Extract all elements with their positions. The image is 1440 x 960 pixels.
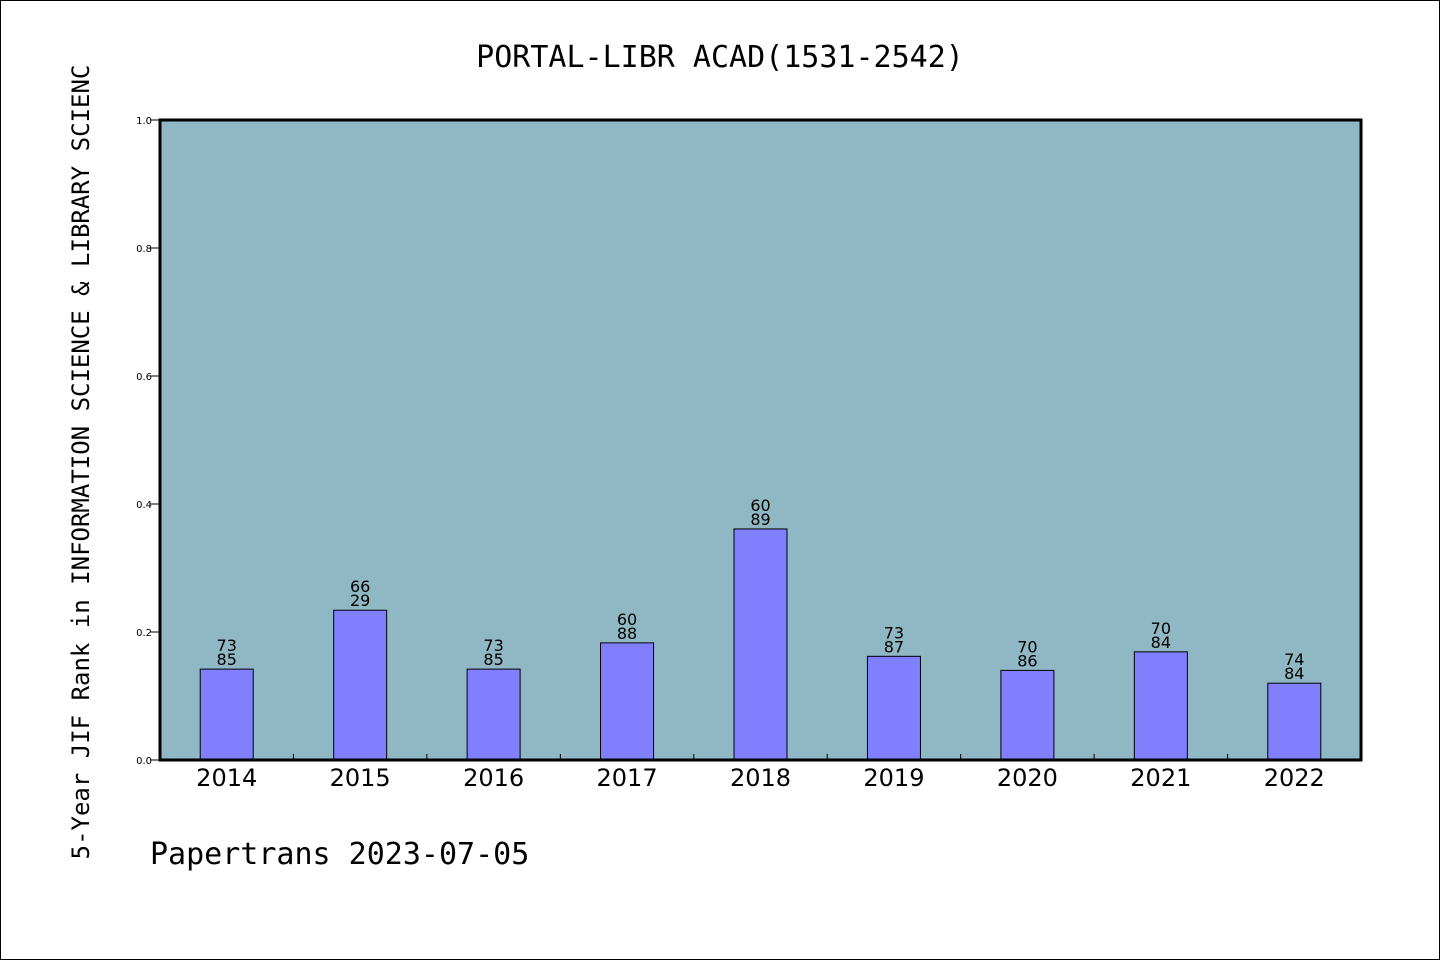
bar-label-top-2019: 73 [884,623,904,642]
bar-2016 [466,668,521,761]
x-axis-ticks: 2014 2015 2016 2017 2018 2019 2020 2021 2022 [196,754,1325,792]
bar-2014 [199,668,254,761]
x-tick-label-2021: 2021 [1130,764,1191,792]
x-tick-label-2016: 2016 [463,764,524,792]
y-tick-label: 0.8 [136,244,152,255]
x-tick-label-2017: 2017 [597,764,658,792]
bar-2021 [1133,651,1188,761]
bar-2020 [1000,669,1055,761]
bar-2019 [866,655,921,761]
chart-title: PORTAL-LIBR ACAD(1531-2542) [476,40,964,75]
bar-label-top-2018: 60 [750,496,770,515]
y-tick-label: 0.0 [136,756,152,767]
bar-label-top-2020: 70 [1017,637,1037,656]
y-tick-label: 0.4 [136,500,152,511]
bar-label-bottom-2016: 85 [483,650,503,669]
x-tick-label-2018: 2018 [730,764,791,792]
bar-label-top-2022: 74 [1284,650,1304,669]
bars-group [199,528,1322,761]
bar-label-top-2021: 70 [1151,619,1171,638]
bar-label-top-2017: 60 [617,610,637,629]
y-tick-label: 0.2 [136,628,152,639]
x-tick-label-2014: 2014 [196,764,257,792]
bar-label-bottom-2021: 84 [1151,633,1171,652]
bar-label-bottom-2020: 86 [1017,651,1037,670]
bar-label-top-2015: 66 [350,577,370,596]
bar-2022 [1267,682,1322,761]
bar-label-top-2016: 73 [483,636,503,655]
bar-label-bottom-2014: 85 [217,650,237,669]
y-axis-label: 5-Year JIF Rank in INFORMATION SCIENCE &… [67,65,95,860]
bar-2017 [600,642,655,761]
y-tick-label: 0.6 [136,372,152,383]
y-tick-label: 1.0 [136,116,152,127]
bar-label-bottom-2015: 29 [350,591,370,610]
x-tick-label-2020: 2020 [997,764,1058,792]
y-axis-ticks: 0.0 0.2 0.4 0.6 0.8 1.0 [136,116,160,767]
x-tick-label-2022: 2022 [1264,764,1325,792]
x-tick-label-2015: 2015 [330,764,391,792]
bar-2015 [333,609,388,761]
plot-border [158,118,1363,762]
bar-label-bottom-2019: 87 [884,637,904,656]
footer-text: Papertrans 2023-07-05 [150,837,529,872]
bar-2018 [733,528,788,761]
bar-label-top-2014: 73 [217,636,237,655]
bar-label-bottom-2018: 89 [750,510,770,529]
bar-label-bottom-2017: 88 [617,624,637,643]
x-tick-label-2019: 2019 [863,764,924,792]
bar-label-bottom-2022: 84 [1284,664,1304,683]
